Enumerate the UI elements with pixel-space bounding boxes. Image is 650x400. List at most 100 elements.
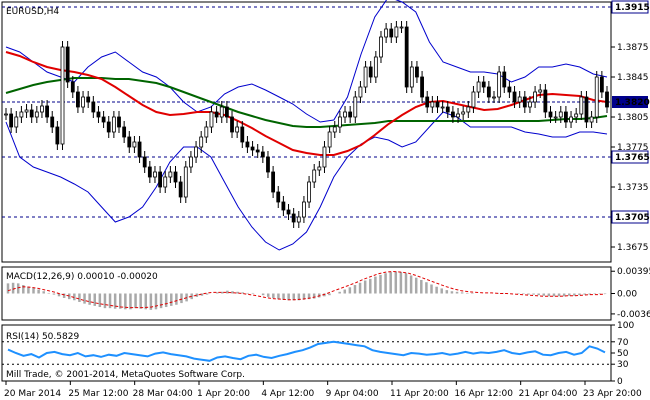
candle-body-20 xyxy=(106,121,111,133)
candle-body-77 xyxy=(399,26,404,29)
candle-body-2 xyxy=(14,116,19,128)
candle-body-58 xyxy=(302,201,306,218)
price-axis: 1.3875 1.3845 1.3805 1.3775 1.3735 1.3675 1.39… xyxy=(611,0,650,253)
candle-body-105 xyxy=(543,89,548,113)
price-tick-label-5: 1.3675 xyxy=(617,243,649,253)
candle-body-45 xyxy=(235,126,240,133)
rsi-tick-label-4: 0 xyxy=(617,377,623,387)
candle-body-93 xyxy=(481,81,486,88)
candle-body-39 xyxy=(204,126,209,138)
candle-body-57 xyxy=(296,216,301,223)
candle-body-111 xyxy=(574,113,579,118)
rsi-tick-label-0: 100 xyxy=(617,321,634,331)
candle-body-10 xyxy=(55,126,60,145)
candle-body-6 xyxy=(34,111,39,118)
rsi-label: RSI(14) 50.5829 xyxy=(6,332,79,342)
candle-body-80 xyxy=(415,66,419,78)
candle-body-64 xyxy=(332,126,337,133)
candle-body-62 xyxy=(322,146,327,168)
price-tick-label-0: 1.3875 xyxy=(617,43,649,53)
candle-body-21 xyxy=(111,116,116,133)
candle-body-17 xyxy=(91,101,96,113)
candle-body-87 xyxy=(450,111,455,118)
candle-body-30 xyxy=(158,171,163,188)
copyright-text: Mill Trade, © 2001-2014, MetaQuotes Soft… xyxy=(6,370,245,380)
candle-body-48 xyxy=(250,146,255,151)
macd-tick-label-0: 0.00395 xyxy=(617,267,650,277)
candle-body-31 xyxy=(163,176,168,188)
fast-ma-line xyxy=(5,51,608,156)
candle-body-110 xyxy=(569,116,573,123)
candle-body-60 xyxy=(312,169,317,183)
candle-body-1 xyxy=(9,113,14,128)
candle-body-117 xyxy=(605,91,609,108)
candle-body-107 xyxy=(553,116,558,119)
candle-body-70 xyxy=(363,66,368,88)
candle-body-50 xyxy=(260,151,265,158)
candle-body-7 xyxy=(40,105,44,113)
candle-body-22 xyxy=(117,116,121,128)
time-tick-label-5: 9 Apr 04:00 xyxy=(326,389,379,399)
candle-body-91 xyxy=(471,91,476,108)
candle-body-19 xyxy=(101,116,106,123)
candle-body-112 xyxy=(579,96,584,115)
candle-body-88 xyxy=(456,113,460,118)
time-tick-label-6: 11 Apr 20:00 xyxy=(390,389,449,399)
candle-body-101 xyxy=(522,96,527,108)
candle-body-96 xyxy=(497,71,502,98)
candle-body-12 xyxy=(65,46,70,83)
candle-body-32 xyxy=(168,171,173,178)
time-axis: 20 Mar 2014 25 Mar 12:00 28 Mar 04:00 1 Apr… xyxy=(4,381,642,399)
candle-body-97 xyxy=(502,71,507,88)
current-price-label: 1.3820 xyxy=(615,98,650,108)
candle-body-18 xyxy=(96,111,101,118)
candle-body-28 xyxy=(147,166,152,178)
time-tick-label-4: 4 Apr 12:00 xyxy=(261,389,314,399)
candle-body-25 xyxy=(132,141,137,148)
candle-body-24 xyxy=(127,136,132,148)
price-candles xyxy=(4,21,609,228)
moving-average-fast xyxy=(5,51,608,156)
candle-body-49 xyxy=(255,149,260,153)
candle-body-34 xyxy=(178,181,183,198)
candle-body-59 xyxy=(307,181,311,203)
candle-body-9 xyxy=(50,116,55,128)
candle-body-116 xyxy=(599,76,604,93)
candle-body-56 xyxy=(291,213,296,223)
price-levels xyxy=(2,6,611,218)
candle-body-42 xyxy=(219,106,224,118)
candle-body-52 xyxy=(271,171,276,193)
time-tick-label-7: 16 Apr 12:00 xyxy=(454,389,513,399)
candle-body-109 xyxy=(564,111,568,123)
candle-body-26 xyxy=(137,141,142,158)
candle-body-75 xyxy=(389,28,394,38)
rsi-tick-label-1: 70 xyxy=(617,338,629,348)
candle-body-86 xyxy=(445,106,450,113)
candle-body-95 xyxy=(492,96,496,99)
candle-body-103 xyxy=(533,91,537,103)
candle-body-51 xyxy=(266,156,270,173)
candle-body-90 xyxy=(466,106,471,113)
price-tick-label-2: 1.3805 xyxy=(617,113,649,123)
candle-body-33 xyxy=(173,171,178,183)
candle-body-44 xyxy=(230,116,234,133)
bollinger-bands xyxy=(5,0,608,251)
time-tick-label-3: 1 Apr 20:00 xyxy=(197,389,250,399)
candle-body-55 xyxy=(286,209,291,215)
candle-body-0 xyxy=(4,113,8,116)
candle-body-66 xyxy=(343,111,347,118)
candle-body-41 xyxy=(214,111,219,118)
candle-body-72 xyxy=(373,56,378,78)
candle-body-29 xyxy=(153,171,157,178)
candle-body-94 xyxy=(486,86,491,98)
time-tick-label-2: 28 Mar 04:00 xyxy=(133,389,193,399)
candle-body-5 xyxy=(29,109,34,118)
slow-ma-line xyxy=(5,77,608,128)
rsi-line xyxy=(7,340,606,362)
candle-body-43 xyxy=(224,106,229,118)
candle-body-65 xyxy=(337,116,342,128)
candle-body-115 xyxy=(594,76,599,118)
candle-body-3 xyxy=(19,111,24,118)
symbol-title: EURUSD,H4 xyxy=(6,7,59,17)
